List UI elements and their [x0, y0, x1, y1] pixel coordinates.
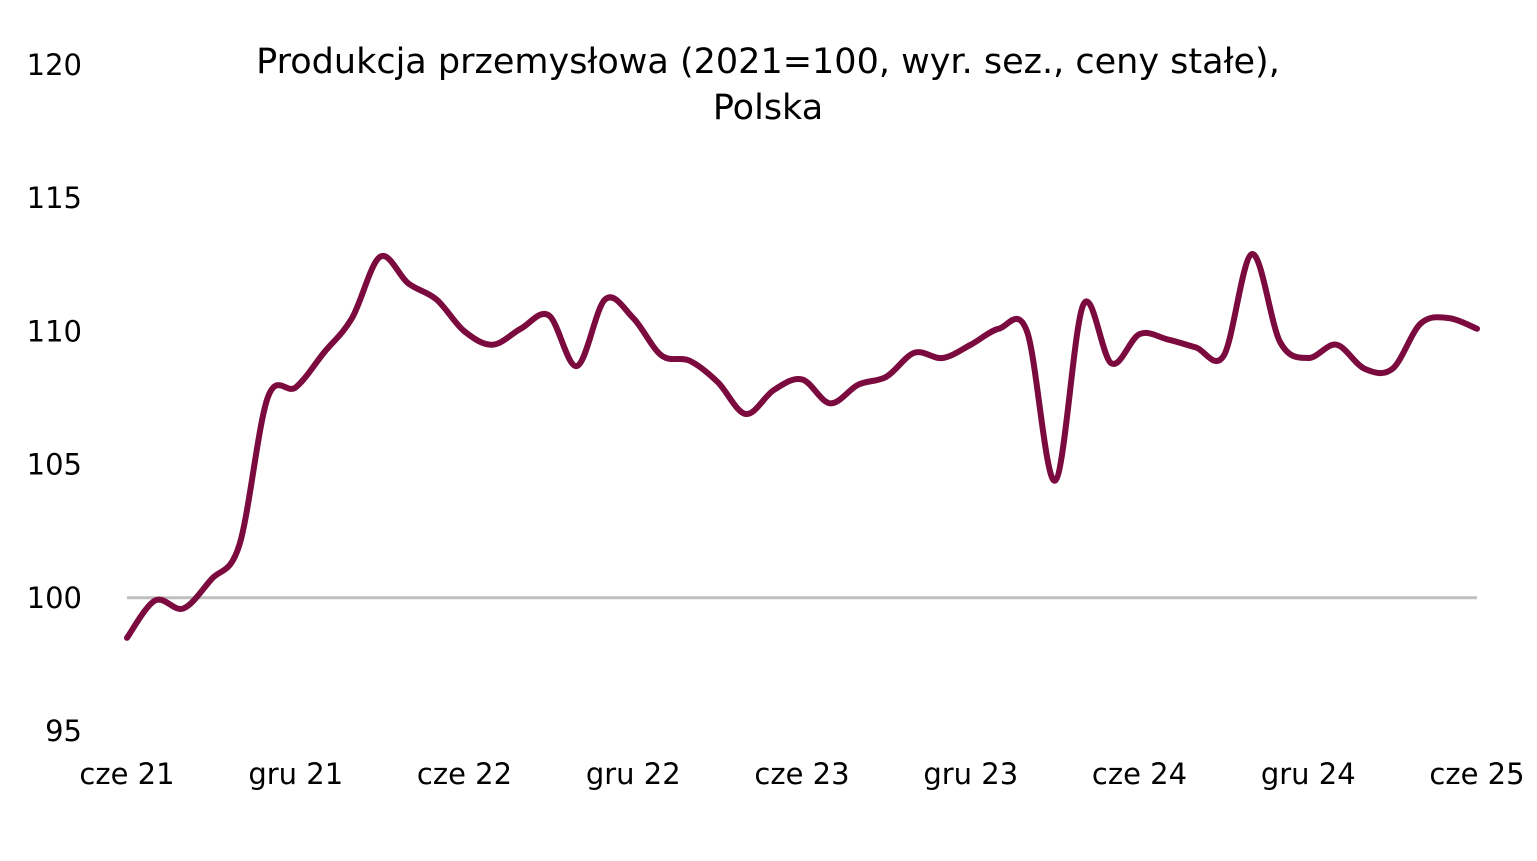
data-point: [715, 379, 721, 385]
data-point: [1474, 326, 1480, 332]
data-point: [630, 315, 636, 321]
data-point: [546, 312, 552, 318]
data-point: [771, 387, 777, 393]
chart-title: Produkcja przemysłowa (2021=100, wyr. se…: [256, 42, 1280, 128]
data-point: [1193, 344, 1199, 350]
data-point: [1080, 302, 1086, 308]
x-tick-label: gru 23: [923, 757, 1018, 791]
data-point: [1165, 336, 1171, 342]
y-axis: 95 100 105 110 115 120: [27, 48, 82, 748]
data-point: [433, 296, 439, 302]
data-point: [321, 350, 327, 356]
data-point: [743, 411, 749, 417]
data-point: [1390, 366, 1396, 372]
x-tick-label: gru 24: [1261, 757, 1356, 791]
data-point: [799, 376, 805, 382]
data-point: [1333, 342, 1339, 348]
data-point: [1052, 478, 1058, 484]
data-point: [490, 342, 496, 348]
data-point: [124, 635, 130, 641]
data-point: [658, 352, 664, 358]
data-point: [940, 355, 946, 361]
data-point: [349, 315, 355, 321]
y-tick-label: 120: [27, 48, 82, 82]
data-point: [405, 280, 411, 286]
data-point: [293, 384, 299, 390]
data-point: [208, 576, 214, 582]
data-point: [1277, 339, 1283, 345]
data-point: [518, 326, 524, 332]
data-point: [265, 395, 271, 401]
data-point: [1137, 331, 1143, 337]
data-point: [574, 363, 580, 369]
data-point: [855, 382, 861, 388]
x-axis: cze 21 gru 21 cze 22 gru 22 cze 23 gru 23 cze …: [79, 757, 1524, 791]
data-point: [1305, 355, 1311, 361]
x-tick-label: cze 25: [1429, 757, 1524, 791]
x-tick-label: gru 22: [586, 757, 681, 791]
x-tick-label: gru 21: [248, 757, 343, 791]
data-point: [1108, 360, 1114, 366]
data-point: [687, 358, 693, 364]
data-point: [996, 326, 1002, 332]
data-point: [1362, 366, 1368, 372]
data-point: [152, 597, 158, 603]
plot-area: [124, 251, 1480, 641]
y-tick-label: 100: [27, 581, 82, 615]
y-tick-label: 105: [27, 448, 82, 482]
data-point: [1446, 315, 1452, 321]
x-tick-label: cze 21: [79, 757, 174, 791]
x-tick-label: cze 22: [417, 757, 512, 791]
data-point: [377, 254, 383, 260]
y-tick-label: 110: [27, 314, 82, 348]
data-point: [180, 605, 186, 611]
chart-title-line-2: Polska: [713, 88, 823, 128]
data-point: [968, 342, 974, 348]
data-point: [1418, 320, 1424, 326]
y-tick-label: 95: [45, 714, 82, 748]
data-point: [912, 350, 918, 356]
data-point: [883, 374, 889, 380]
data-point: [827, 400, 833, 406]
series-line: [124, 251, 1480, 641]
data-point: [462, 328, 468, 334]
chart-title-line-1: Produkcja przemysłowa (2021=100, wyr. se…: [256, 42, 1280, 82]
data-point: [1221, 352, 1227, 358]
x-tick-label: cze 24: [1092, 757, 1187, 791]
data-point: [1249, 251, 1255, 257]
x-tick-label: cze 23: [754, 757, 849, 791]
data-point: [237, 542, 243, 548]
data-point: [1024, 328, 1030, 334]
data-point: [602, 296, 608, 302]
y-tick-label: 115: [27, 181, 82, 215]
